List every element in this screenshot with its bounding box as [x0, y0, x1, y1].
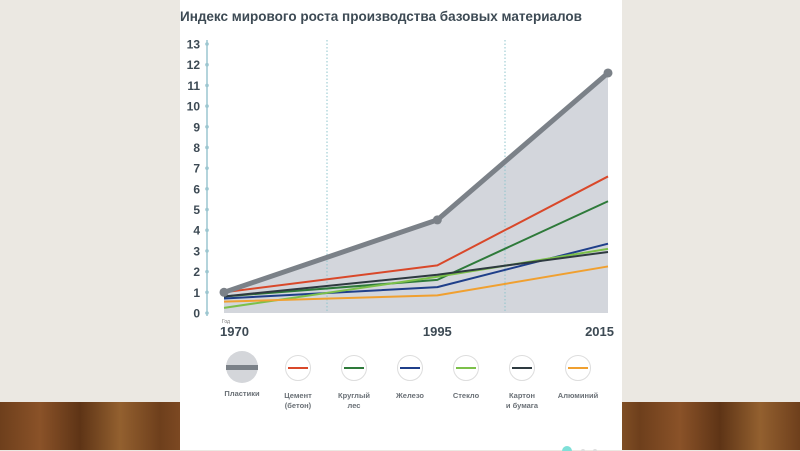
- y-tick-label: 13: [187, 38, 201, 52]
- y-tick-label: 4: [193, 224, 200, 238]
- legend-label: Железо: [396, 391, 424, 400]
- y-tick-mark: [205, 207, 209, 212]
- legend-swatch: [226, 351, 258, 383]
- plastics-area: [224, 72, 608, 313]
- legend-label: Картон и бумага: [505, 391, 539, 410]
- legend-swatch: [453, 355, 479, 381]
- legend-item: Пластики: [207, 351, 277, 399]
- legend-item: Железо: [375, 355, 445, 401]
- legend-item: Алюминий: [543, 355, 613, 401]
- y-tick-mark: [205, 311, 209, 315]
- y-tick-mark: [205, 228, 209, 233]
- y-tick-mark: [205, 42, 209, 46]
- y-tick-label: 10: [187, 100, 201, 114]
- y-tick-label: 8: [193, 141, 200, 155]
- plastics-data-point: [603, 68, 613, 78]
- y-tick-label: 12: [187, 58, 201, 72]
- legend-label: Круглый лес: [338, 391, 370, 410]
- y-tick-label: 6: [193, 182, 200, 196]
- legend-label: Цемент (бетон): [284, 391, 312, 410]
- y-tick-mark: [205, 166, 209, 170]
- legend-item: Цемент (бетон): [263, 355, 333, 411]
- legend-item: Круглый лес: [319, 355, 389, 411]
- y-tick-label: 2: [193, 265, 200, 279]
- y-tick-mark: [205, 62, 209, 67]
- legend-swatch: [565, 355, 591, 381]
- chart-panel: Индекс мирового роста производства базов…: [180, 0, 622, 450]
- y-tick-mark: [205, 124, 209, 129]
- y-tick-mark: [205, 104, 209, 108]
- series-line-стекло: [223, 247, 609, 309]
- y-tick-label: 11: [187, 79, 200, 93]
- legend-item: Картон и бумага: [487, 355, 557, 411]
- y-tick-label: 5: [193, 203, 200, 217]
- y-tick-mark: [205, 269, 209, 274]
- legend-swatch: [509, 355, 535, 381]
- y-tick-label: 1: [193, 286, 200, 300]
- y-tick-label: 0: [193, 307, 200, 321]
- y-tick-mark: [205, 249, 209, 253]
- y-tick-mark: [205, 187, 209, 191]
- series-line-картон-и-бумага: [223, 250, 609, 298]
- y-tick-mark: [205, 145, 209, 150]
- legend-label: Алюминий: [557, 391, 599, 400]
- legend-item: Стекло: [431, 355, 501, 401]
- legend-label: Пластики: [224, 389, 260, 398]
- series-line-цемент-(бетон): [223, 175, 609, 294]
- legend-swatch: [397, 355, 423, 381]
- series-line-алюминий: [223, 265, 609, 303]
- legend-swatch: [341, 355, 367, 381]
- slide-nav-dots[interactable]: [555, 445, 615, 451]
- x-axis-label: Год: [222, 319, 230, 325]
- x-tick-label: 1970: [220, 324, 249, 339]
- y-tick-mark: [205, 290, 209, 295]
- x-tick-label: 2015: [585, 324, 614, 339]
- y-tick-label: 3: [193, 244, 200, 258]
- chart-title: Индекс мирового роста производства базов…: [180, 9, 582, 24]
- plastics-data-point: [432, 215, 442, 225]
- legend-swatch: [285, 355, 311, 381]
- legend-label: Стекло: [452, 391, 480, 400]
- y-tick-label: 7: [193, 162, 200, 176]
- x-tick-label: 1995: [423, 324, 452, 339]
- y-tick-mark: [205, 83, 209, 88]
- plastics-data-point: [219, 287, 229, 297]
- y-tick-label: 9: [193, 120, 200, 134]
- series-line-круглый-лес: [223, 200, 609, 298]
